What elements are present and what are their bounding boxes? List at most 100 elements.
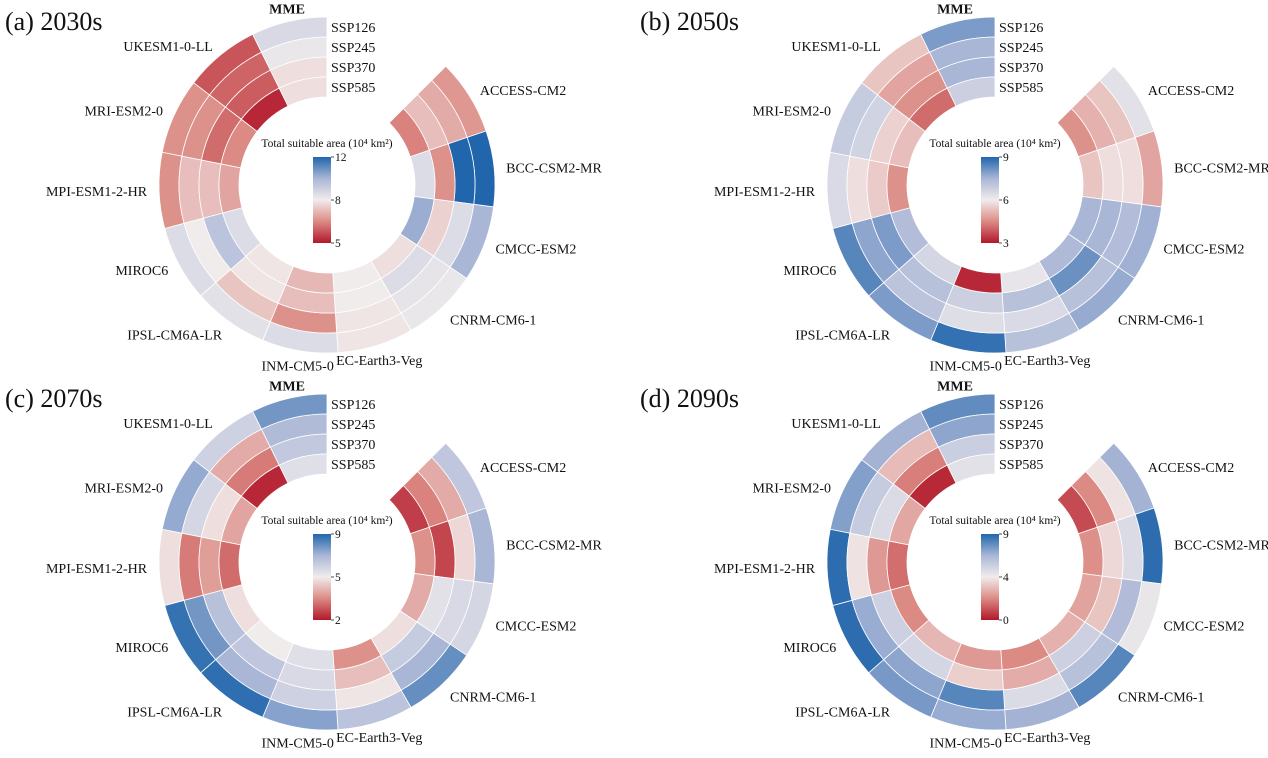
heatmap-cell-mpi-esm1-2-hr-ssp585 xyxy=(886,540,911,591)
model-label: CNRM-CM6-1 xyxy=(450,690,536,705)
model-label: CNRM-CM6-1 xyxy=(1118,313,1204,328)
panel-title: (d) 2090s xyxy=(640,384,739,413)
colorbar-tick-label: 9 xyxy=(335,529,341,541)
scenario-label: SSP585 xyxy=(331,458,375,473)
heatmap-cell-bcc-csm2-mr-ssp585 xyxy=(409,149,436,200)
model-label: CMCC-ESM2 xyxy=(495,619,576,634)
panel-title: (c) 2070s xyxy=(5,384,102,413)
panel-title: (b) 2050s xyxy=(640,7,739,36)
model-label: CMCC-ESM2 xyxy=(495,242,576,257)
model-label: ACCESS-CM2 xyxy=(1148,461,1234,476)
scenario-label: SSP370 xyxy=(331,61,375,76)
model-label: CMCC-ESM2 xyxy=(1163,619,1244,634)
scenario-label: SSP126 xyxy=(999,398,1043,413)
model-label: BCC-CSM2-MR xyxy=(1174,161,1268,176)
heatmap-cell-mme-ssp585 xyxy=(946,76,996,107)
model-label: ACCESS-CM2 xyxy=(480,84,566,99)
colorbar-tick-label: 12 xyxy=(335,152,347,164)
panel-title: (a) 2030s xyxy=(5,7,102,36)
model-label: MME xyxy=(269,3,305,18)
model-label: BCC-CSM2-MR xyxy=(506,538,602,553)
colorbar xyxy=(313,534,331,620)
model-label: CMCC-ESM2 xyxy=(1163,242,1244,257)
model-label: INM-CM5-0 xyxy=(262,737,334,752)
colorbar-title: Total suitable area (10⁴ km²) xyxy=(261,138,392,150)
model-label: MME xyxy=(269,380,305,395)
colorbar xyxy=(981,534,999,620)
model-label: EC-Earth3-Veg xyxy=(336,354,422,369)
colorbar xyxy=(981,157,999,243)
model-label: MPI-ESM1-2-HR xyxy=(714,562,816,577)
panel-b: (b) 2050s ACCESS-CM2 BCC-CSM2-MR CMCC-ESM2 C… xyxy=(640,3,1268,375)
colorbar-tick-label: 5 xyxy=(335,572,341,584)
scenario-label: SSP585 xyxy=(331,81,375,96)
model-label: EC-Earth3-Veg xyxy=(1004,731,1090,746)
colorbar-tick-label: 3 xyxy=(1003,238,1009,250)
colorbar-title: Total suitable area (10⁴ km²) xyxy=(261,515,392,527)
colorbar-tick-label: 8 xyxy=(335,195,341,207)
model-label: IPSL-CM6A-LR xyxy=(127,328,223,343)
model-label: IPSL-CM6A-LR xyxy=(795,328,891,343)
scenario-label: SSP245 xyxy=(331,41,375,56)
model-label: MME xyxy=(937,380,973,395)
colorbar-tick-label: 0 xyxy=(1003,615,1009,627)
heatmap-cell-bcc-csm2-mr-ssp585 xyxy=(409,526,436,577)
panel-c: (c) 2070s ACCESS-CM2 BCC-CSM2-MR CMCC-ESM2 C… xyxy=(5,380,602,752)
scenario-label: SSP370 xyxy=(331,438,375,453)
model-label: EC-Earth3-Veg xyxy=(1004,354,1090,369)
panel-d: (d) 2090s ACCESS-CM2 BCC-CSM2-MR CMCC-ESM2 C… xyxy=(640,380,1268,752)
scenario-label: SSP585 xyxy=(999,81,1043,96)
colorbar-tick-label: 4 xyxy=(1003,572,1009,584)
model-label: BCC-CSM2-MR xyxy=(506,161,602,176)
model-label: UKESM1-0-LL xyxy=(791,40,880,55)
model-label: CNRM-CM6-1 xyxy=(1118,690,1204,705)
scenario-label: SSP245 xyxy=(331,418,375,433)
heatmap-cell-mpi-esm1-2-hr-ssp585 xyxy=(886,163,911,214)
heatmap-cell-mme-ssp585 xyxy=(278,76,328,107)
model-label: INM-CM5-0 xyxy=(930,737,1002,752)
model-label: UKESM1-0-LL xyxy=(123,417,212,432)
model-label: MRI-ESM2-0 xyxy=(752,482,831,497)
heatmap-cell-bcc-csm2-mr-ssp585 xyxy=(1077,149,1104,200)
scenario-label: SSP126 xyxy=(331,21,375,36)
model-label: UKESM1-0-LL xyxy=(123,40,212,55)
model-label: MRI-ESM2-0 xyxy=(752,105,831,120)
heatmap-cell-bcc-csm2-mr-ssp585 xyxy=(1077,526,1104,577)
colorbar-tick-label: 9 xyxy=(1003,152,1009,164)
model-label: MIROC6 xyxy=(783,641,836,656)
colorbar-tick-label: 9 xyxy=(1003,529,1009,541)
colorbar xyxy=(313,157,331,243)
colorbar-title: Total suitable area (10⁴ km²) xyxy=(929,138,1060,150)
model-label: MIROC6 xyxy=(783,264,836,279)
panel-a: (a) 2030s ACCESS-CM2 BCC-CSM2-MR CMCC-ESM2 C… xyxy=(5,3,602,375)
scenario-label: SSP585 xyxy=(999,458,1043,473)
model-label: ACCESS-CM2 xyxy=(480,461,566,476)
scenario-label: SSP245 xyxy=(999,41,1043,56)
heatmap-cell-mpi-esm1-2-hr-ssp585 xyxy=(218,163,243,214)
model-label: MRI-ESM2-0 xyxy=(84,482,163,497)
model-label: CNRM-CM6-1 xyxy=(450,313,536,328)
heatmap-cell-mme-ssp585 xyxy=(946,453,996,484)
model-label: MIROC6 xyxy=(115,264,168,279)
colorbar-title: Total suitable area (10⁴ km²) xyxy=(929,515,1060,527)
model-label: INM-CM5-0 xyxy=(262,360,334,375)
model-label: MPI-ESM1-2-HR xyxy=(46,185,148,200)
heatmap-cell-mme-ssp585 xyxy=(278,453,328,484)
model-label: MME xyxy=(937,3,973,18)
model-label: IPSL-CM6A-LR xyxy=(795,705,891,720)
model-label: ACCESS-CM2 xyxy=(1148,84,1234,99)
colorbar-tick-label: 6 xyxy=(1003,195,1009,207)
model-label: BCC-CSM2-MR xyxy=(1174,538,1268,553)
model-label: MRI-ESM2-0 xyxy=(84,105,163,120)
model-label: MPI-ESM1-2-HR xyxy=(714,185,816,200)
scenario-label: SSP126 xyxy=(331,398,375,413)
heatmap-cell-mpi-esm1-2-hr-ssp585 xyxy=(218,540,243,591)
colorbar-tick-label: 2 xyxy=(335,615,341,627)
scenario-label: SSP370 xyxy=(999,438,1043,453)
scenario-label: SSP245 xyxy=(999,418,1043,433)
model-label: INM-CM5-0 xyxy=(930,360,1002,375)
model-label: UKESM1-0-LL xyxy=(791,417,880,432)
colorbar-tick-label: 5 xyxy=(335,238,341,250)
model-label: EC-Earth3-Veg xyxy=(336,731,422,746)
